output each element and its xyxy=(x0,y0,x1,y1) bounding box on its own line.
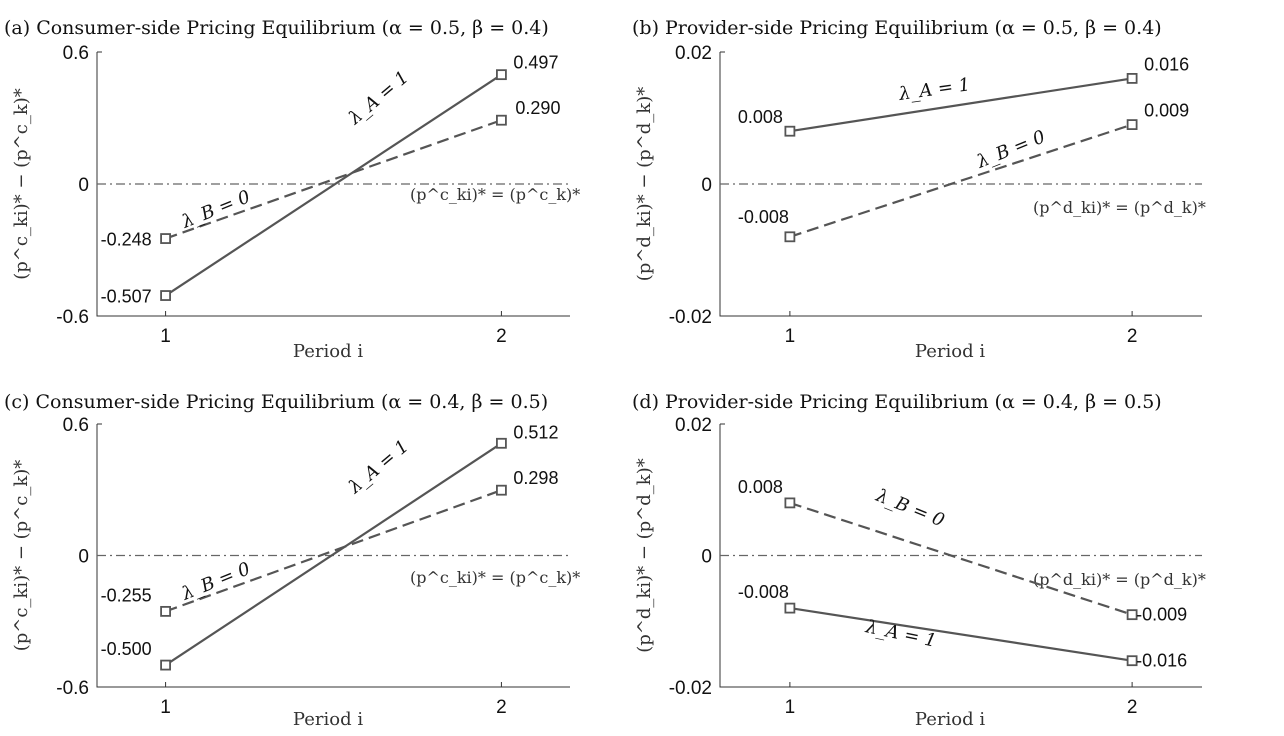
y-axis-label: (p^d_ki)* − (p^d_k)* xyxy=(634,87,655,281)
data-label: -0.009 xyxy=(1136,605,1187,625)
series-line-lambda-b xyxy=(789,501,1133,616)
series-label: λ_B = 0 xyxy=(178,558,253,605)
data-label: -0.008 xyxy=(738,582,789,602)
panel-a: (a) Consumer-side Pricing Equilibrium (α… xyxy=(4,17,580,362)
y-tick-label: 0.02 xyxy=(675,43,712,64)
data-label: -0.008 xyxy=(738,207,789,227)
data-point-marker xyxy=(496,69,507,81)
x-axis-label: Period i xyxy=(293,709,363,730)
panel-title: (d) Provider-side Pricing Equilibrium (α… xyxy=(632,391,1162,413)
x-axis-label: Period i xyxy=(293,341,363,362)
data-label: 0.016 xyxy=(1144,54,1189,74)
series-label: λ_B = 0 xyxy=(178,186,253,233)
data-point-marker xyxy=(784,231,796,243)
series-line-lambda-b xyxy=(789,123,1133,238)
reference-line-label: (p^d_ki)* = (p^d_k)* xyxy=(1033,570,1206,589)
reference-line-label: (p^c_ki)* = (p^c_k)* xyxy=(410,568,580,587)
data-point-marker xyxy=(1126,73,1138,84)
series-label: λ_A = 1 xyxy=(897,74,972,105)
data-label: -0.500 xyxy=(101,639,152,659)
data-point-marker xyxy=(160,659,171,671)
y-tick-label: 0.02 xyxy=(675,415,712,436)
series-line-lambda-b xyxy=(165,489,502,613)
data-label: 0.512 xyxy=(513,422,558,442)
x-tick-label: 2 xyxy=(1127,697,1138,718)
series-line-lambda-a xyxy=(789,77,1133,133)
x-tick-label: 1 xyxy=(160,697,171,718)
x-axis-label: Period i xyxy=(915,341,985,362)
data-label: 0.009 xyxy=(1144,101,1189,121)
data-point-marker xyxy=(1126,119,1138,130)
y-tick-label: 0 xyxy=(78,175,89,196)
x-tick-label: 2 xyxy=(496,697,507,718)
y-tick-label: -0.02 xyxy=(669,307,712,328)
data-label: -0.248 xyxy=(101,230,152,250)
data-point-marker xyxy=(784,602,796,614)
data-point-marker xyxy=(496,484,507,496)
x-tick-label: 1 xyxy=(160,326,171,347)
y-tick-label: -0.6 xyxy=(56,307,89,328)
x-tick-label: 1 xyxy=(785,697,796,718)
data-label: -0.507 xyxy=(101,287,152,307)
series-line-lambda-a xyxy=(164,73,503,297)
series-label: λ_B = 0 xyxy=(872,485,947,532)
y-tick-label: -0.6 xyxy=(56,678,89,699)
series-line-lambda-a xyxy=(789,607,1133,662)
panel-c: (c) Consumer-side Pricing Equilibrium (α… xyxy=(4,391,580,730)
y-axis-label: (p^c_ki)* − (p^c_k)* xyxy=(11,88,32,280)
panel-title: (c) Consumer-side Pricing Equilibrium (α… xyxy=(4,391,548,413)
data-point-marker xyxy=(1126,655,1138,667)
x-tick-label: 2 xyxy=(1127,326,1138,347)
data-point-marker xyxy=(496,114,507,126)
panel-d: (d) Provider-side Pricing Equilibrium (α… xyxy=(632,391,1206,730)
data-point-marker xyxy=(496,437,507,449)
data-point-marker xyxy=(784,497,796,509)
panel-title: (a) Consumer-side Pricing Equilibrium (α… xyxy=(4,17,549,39)
x-axis-label: Period i xyxy=(915,709,985,730)
data-label: -0.255 xyxy=(101,585,152,605)
panel-b: (b) Provider-side Pricing Equilibrium (α… xyxy=(632,17,1206,362)
data-point-marker xyxy=(160,605,171,617)
y-tick-label: 0 xyxy=(701,547,712,568)
y-axis-label: (p^c_ki)* − (p^c_k)* xyxy=(11,460,32,652)
reference-line-label: (p^c_ki)* = (p^c_k)* xyxy=(410,185,580,204)
series-line-lambda-a xyxy=(164,442,503,667)
data-label: 0.290 xyxy=(515,98,560,118)
panel-title: (b) Provider-side Pricing Equilibrium (α… xyxy=(632,17,1162,39)
data-label: 0.497 xyxy=(513,53,558,73)
y-tick-label: 0.6 xyxy=(63,415,89,436)
data-point-marker xyxy=(784,125,796,137)
data-label: 0.298 xyxy=(513,468,558,488)
data-label: 0.008 xyxy=(738,477,783,497)
y-tick-label: -0.02 xyxy=(669,678,712,699)
series-label: λ_B = 0 xyxy=(973,126,1048,173)
y-axis-label: (p^d_ki)* − (p^d_k)* xyxy=(634,458,655,652)
series-label: λ_A = 1 xyxy=(344,436,413,499)
y-tick-label: 0 xyxy=(701,175,712,196)
data-point-marker xyxy=(160,233,171,244)
x-tick-label: 2 xyxy=(496,326,507,347)
data-label: 0.008 xyxy=(738,107,783,127)
data-label: -0.016 xyxy=(1136,651,1187,671)
data-point-marker xyxy=(1126,609,1138,621)
series-line-lambda-b xyxy=(165,119,502,240)
reference-line-label: (p^d_ki)* = (p^d_k)* xyxy=(1033,198,1206,217)
series-label: λ_A = 1 xyxy=(863,616,938,652)
y-tick-label: 0 xyxy=(78,547,89,568)
x-tick-label: 1 xyxy=(785,326,796,347)
y-tick-label: 0.6 xyxy=(63,43,89,64)
series-label: λ_A = 1 xyxy=(344,67,413,130)
data-point-marker xyxy=(160,290,171,301)
